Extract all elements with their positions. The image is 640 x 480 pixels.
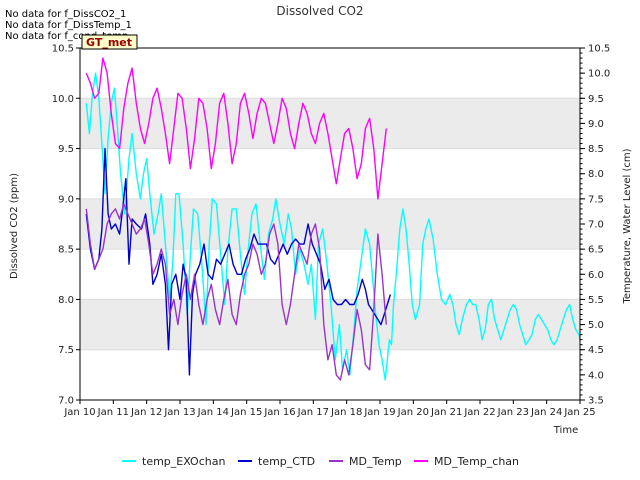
series-line-temp_CTD [85, 147, 392, 376]
chart-title: Dissolved CO2 [276, 4, 363, 18]
x-tick-label: Jan 16 [263, 407, 295, 418]
x-tick-label: Jan 25 [563, 407, 595, 418]
x-tick-label: Jan 10 [63, 407, 95, 418]
y2-tick-label: 6.0 [588, 270, 604, 281]
y2-tick-label: 6.5 [588, 245, 604, 256]
x-tick-label: Jan 11 [97, 407, 129, 418]
background-bands [80, 47, 580, 401]
legend-label: temp_CTD [258, 455, 315, 468]
y2-axis-label: Temperature, Water Level (cm) [622, 148, 633, 304]
x-tick-label: Jan 18 [330, 407, 362, 418]
y-tick-label: 10.5 [52, 44, 74, 55]
x-tick-label: Jan 15 [230, 407, 262, 418]
y-tick-label: 8.5 [58, 245, 74, 256]
no-data-message: No data for f_DissCO2_1 [5, 9, 126, 20]
background-band [80, 98, 580, 149]
y-tick-label: 7.0 [58, 396, 74, 407]
x-tick-label: Jan 20 [397, 407, 429, 418]
x-tick-label: Jan 12 [130, 407, 162, 418]
y2-tick-label: 8.0 [588, 169, 604, 180]
y-axis-left: 7.0 7.5 8.0 8.5 9.0 9.5 10.0 10.5 [52, 44, 80, 407]
legend: temp_EXOchan temp_CTD MD_Temp MD_Temp_chan [122, 455, 519, 468]
x-tick-label: Jan 14 [197, 407, 229, 418]
x-tick-label: Jan 23 [497, 407, 529, 418]
x-tick-label: Jan 22 [463, 407, 495, 418]
x-axis: Jan 10 Jan 11 Jan 12 Jan 13 Jan 14 Jan 15 Jan … [63, 400, 596, 418]
y-tick-label: 9.0 [58, 194, 74, 205]
legend-label: MD_Temp_chan [434, 455, 519, 468]
y-tick-label: 7.5 [58, 345, 74, 356]
x-tick-label: Jan 24 [530, 407, 562, 418]
y-axis-right: 3.5 4.0 4.5 5.0 5.5 6.0 6.5 7.0 7.5 8.0 8.5 9.0 9.5 1… [580, 44, 610, 407]
series-line-MD_Temp [85, 203, 387, 381]
y2-tick-label: 7.5 [588, 194, 604, 205]
no-data-message: No data for f_DissTemp_1 [5, 20, 132, 31]
y-axis-label: Dissolved CO2 (ppm) [9, 173, 20, 279]
y-tick-label: 10.0 [52, 94, 74, 105]
y2-tick-label: 4.0 [588, 370, 604, 381]
x-axis-label: Time [553, 425, 578, 436]
series-layer [85, 57, 580, 381]
y2-tick-label: 3.5 [588, 396, 604, 407]
legend-label: temp_EXOchan [142, 455, 225, 468]
y2-tick-label: 10.0 [588, 69, 610, 80]
y-tick-label: 8.0 [58, 295, 74, 306]
y2-tick-label: 5.0 [588, 320, 604, 331]
legend-label: MD_Temp [349, 455, 402, 468]
x-tick-label: Jan 13 [163, 407, 195, 418]
y2-tick-label: 4.5 [588, 345, 604, 356]
y2-tick-label: 5.5 [588, 295, 604, 306]
y2-tick-label: 10.5 [588, 44, 610, 55]
svg-text:GT_met: GT_met [86, 36, 132, 49]
background-band [80, 198, 580, 250]
y2-tick-label: 9.0 [588, 119, 604, 130]
y2-tick-label: 8.5 [588, 144, 604, 155]
gt-met-badge: GT_met [81, 34, 138, 50]
x-tick-label: Jan 17 [297, 407, 329, 418]
no-data-message: No data for f_cond_temp [5, 31, 128, 42]
x-tick-label: Jan 21 [430, 407, 462, 418]
x-tick-label: Jan 19 [363, 407, 395, 418]
y2-tick-label: 7.0 [588, 220, 604, 231]
y2-tick-label: 9.5 [588, 94, 604, 105]
y-tick-label: 9.5 [58, 144, 74, 155]
series-line-MD_Temp_chan [85, 57, 387, 200]
